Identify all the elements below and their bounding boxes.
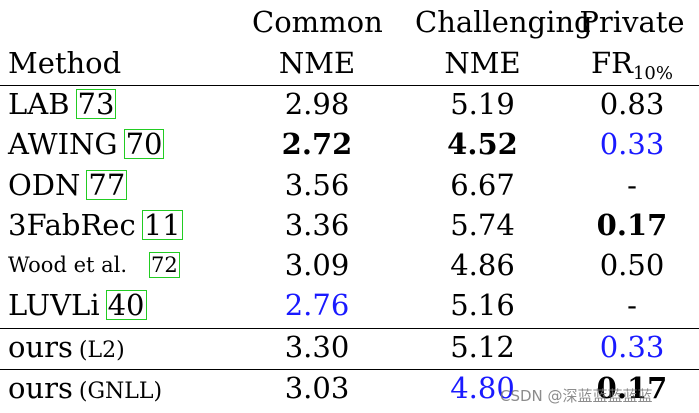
fr-private-value: 0.17 xyxy=(596,208,668,242)
method-name: ours (GNLL) xyxy=(8,371,163,405)
citation-link[interactable]: 72 xyxy=(149,252,180,278)
citation-link[interactable]: 11 xyxy=(141,208,183,242)
table-row: LUVLi 40 2.76 5.16 - xyxy=(0,285,699,325)
method-name: ours (L2) xyxy=(8,330,125,364)
method-name: 3FabRec 11 xyxy=(8,208,183,242)
group-header-row: Common Challenging Private xyxy=(0,2,699,42)
column-header-fr: FR10% xyxy=(568,43,696,94)
group-header-common: Common xyxy=(252,5,383,39)
fr-subscript: 10% xyxy=(632,63,673,84)
column-header-nme-challenging: NME xyxy=(444,46,521,80)
group-header-private: Private xyxy=(579,5,685,39)
method-name: ODN 77 xyxy=(8,168,128,202)
nme-common-value: 2.72 xyxy=(281,127,353,161)
nme-challenging-value: 5.16 xyxy=(450,288,515,322)
nme-common-value: 2.76 xyxy=(284,288,350,322)
ours-separator-rule xyxy=(0,328,699,329)
method-name: Wood et al. 72 xyxy=(8,252,180,278)
nme-common-value: 3.30 xyxy=(284,330,350,364)
table-row: ODN 77 3.56 6.67 - xyxy=(0,165,699,205)
nme-challenging-value: 5.12 xyxy=(450,330,515,364)
nme-common-value: 2.98 xyxy=(284,87,350,121)
nme-challenging-value: 4.52 xyxy=(447,127,518,161)
table-row: LAB 73 2.98 5.19 0.83 xyxy=(0,84,699,124)
citation-link[interactable]: 73 xyxy=(75,87,117,121)
method-variant: (L2) xyxy=(78,338,125,363)
method-name: AWING 70 xyxy=(8,127,165,161)
column-header-method: Method xyxy=(8,46,122,80)
fr-private-value: 0.83 xyxy=(599,87,665,121)
nme-challenging-value: 5.19 xyxy=(450,87,515,121)
citation-link[interactable]: 77 xyxy=(86,168,128,202)
nme-challenging-value: 4.86 xyxy=(450,248,515,282)
table-row: ours (GNLL) 3.03 4.80 0.17 xyxy=(0,368,699,408)
nme-common-value: 3.56 xyxy=(284,168,350,202)
column-header-nme-common: NME xyxy=(278,46,356,80)
fr-private-value: - xyxy=(627,168,637,202)
fr-private-value: 0.33 xyxy=(599,330,665,364)
header-rule xyxy=(0,85,699,86)
csdn-watermark: CSDN @深蓝蓝蓝蓝蓝 xyxy=(500,387,653,405)
method-name: LUVLi 40 xyxy=(8,288,147,322)
fr-label: FR xyxy=(591,46,633,80)
fr-private-value: - xyxy=(627,288,637,322)
fr-private-value: 0.33 xyxy=(599,127,665,161)
table-row: AWING 70 2.72 4.52 0.33 xyxy=(0,124,699,164)
nme-challenging-value: 5.74 xyxy=(450,208,515,242)
fr-private-value: 0.50 xyxy=(599,248,665,282)
table-row: Wood et al. 72 3.09 4.86 0.50 xyxy=(0,245,699,285)
final-row-rule xyxy=(0,369,699,370)
method-variant: (GNLL) xyxy=(78,379,163,404)
column-header-row: Method NME NME FR10% xyxy=(0,43,699,84)
group-header-challenging: Challenging xyxy=(415,5,593,39)
citation-link[interactable]: 70 xyxy=(123,127,165,161)
fr-private-value: 0.17 xyxy=(596,371,668,405)
nme-common-value: 3.36 xyxy=(284,208,350,242)
nme-challenging-value: 4.80 xyxy=(450,371,515,405)
citation-link[interactable]: 40 xyxy=(105,288,147,322)
nme-common-value: 3.03 xyxy=(284,371,350,405)
method-name: LAB 73 xyxy=(8,87,117,121)
table-row: 3FabRec 11 3.36 5.74 0.17 xyxy=(0,205,699,245)
nme-common-value: 3.09 xyxy=(284,248,350,282)
table-row: ours (L2) 3.30 5.12 0.33 xyxy=(0,327,699,367)
nme-challenging-value: 6.67 xyxy=(450,168,515,202)
